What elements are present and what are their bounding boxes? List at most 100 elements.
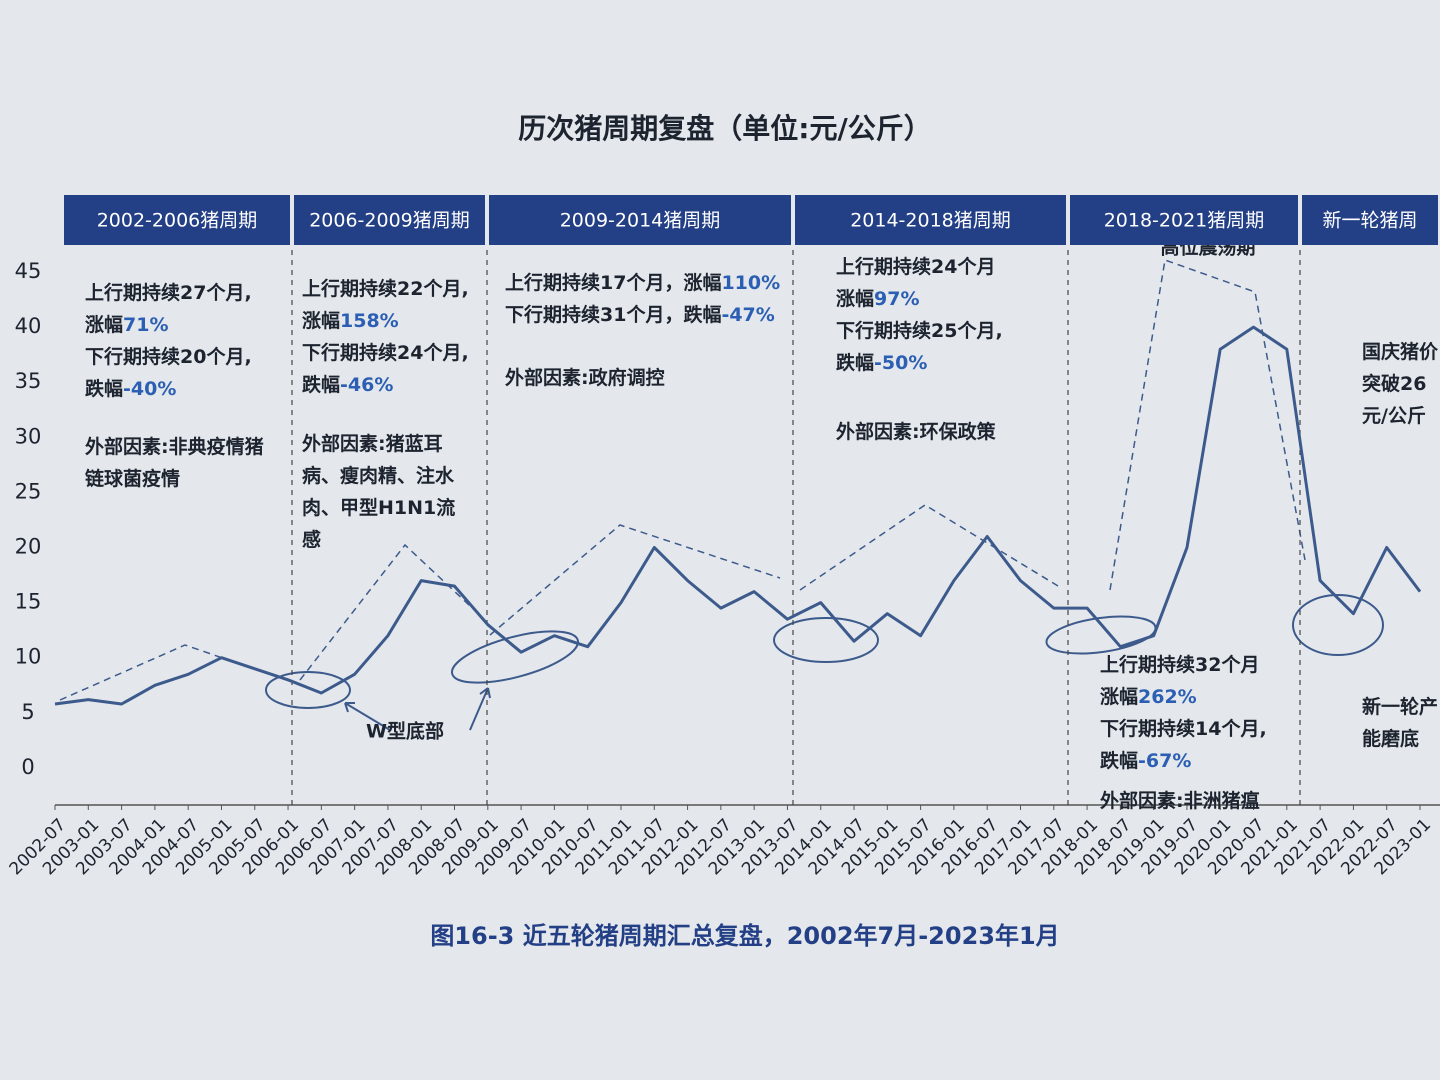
note-text: 涨幅 <box>836 287 874 310</box>
note-text: 涨幅 <box>1100 685 1138 708</box>
annotation: W型底部 <box>366 720 444 743</box>
bottom-ellipse <box>773 617 879 663</box>
period-note: 新一轮产 <box>1362 695 1438 718</box>
note-text: 外部因素:非典疫情猪 <box>85 435 264 458</box>
note-text: 外部因素:非洲猪瘟 <box>1100 789 1260 812</box>
note-text: 跌幅 <box>836 351 874 374</box>
period-header <box>489 195 791 245</box>
note-text: 下行期持续24个月, <box>302 341 469 364</box>
note-highlight: 71% <box>123 314 168 336</box>
note-text: 国庆猪价 <box>1362 340 1439 363</box>
note-text: 上行期持续32个月 <box>1100 653 1259 676</box>
period-header <box>795 195 1066 245</box>
y-tick-label: 30 <box>15 424 42 448</box>
period-note: 下行期持续24个月, <box>302 341 469 364</box>
note-highlight: -67% <box>1138 750 1191 772</box>
note-text: 下行期持续25个月, <box>836 319 1003 342</box>
note-text: 病、瘦肉精、注水 <box>302 464 455 487</box>
period-note: 跌幅-50% <box>836 351 927 374</box>
note-text: 下行期持续31个月，跌幅 <box>505 303 721 326</box>
period-note: 跌幅-67% <box>1100 749 1191 772</box>
y-tick-label: 35 <box>15 369 42 393</box>
note-text: 跌幅 <box>302 373 340 396</box>
note-highlight: 110% <box>721 272 780 294</box>
period-note: 涨幅262% <box>1100 685 1197 708</box>
period-note: 外部因素:猪蓝耳 <box>302 432 443 455</box>
note-text: 涨幅 <box>85 313 123 336</box>
y-tick-label: 20 <box>15 535 42 559</box>
period-note: 感 <box>302 528 321 551</box>
note-highlight: -47% <box>721 304 774 326</box>
period-header <box>294 195 485 245</box>
period-note: 能磨底 <box>1362 727 1419 750</box>
note-highlight: -50% <box>874 352 927 374</box>
note-text: 元/公斤 <box>1362 405 1426 427</box>
note-text: 上行期持续17个月，涨幅 <box>505 271 721 294</box>
arrow <box>344 687 491 731</box>
trend-lines <box>59 258 1306 701</box>
note-highlight: -46% <box>340 374 393 396</box>
period-header-label: 2009-2014猪周期 <box>560 210 721 232</box>
period-note: 下行期持续20个月, <box>85 345 252 368</box>
period-header <box>1302 195 1438 245</box>
period-header <box>1070 195 1298 245</box>
y-tick-label: 15 <box>15 590 42 614</box>
period-note: 元/公斤 <box>1362 405 1426 427</box>
period-header-label: 2006-2009猪周期 <box>309 210 470 232</box>
period-note: 链球菌疫情 <box>85 467 180 490</box>
note-text: 外部因素:环保政策 <box>836 420 997 443</box>
period-note: 外部因素:非洲猪瘟 <box>1100 789 1260 812</box>
period-note: 下行期持续14个月, <box>1100 717 1267 740</box>
period-note: 突破26 <box>1362 372 1426 395</box>
note-highlight: 158% <box>340 310 399 332</box>
period-note: 外部因素:环保政策 <box>836 420 997 443</box>
y-tick-label: 45 <box>15 259 42 283</box>
note-text: 上行期持续24个月 <box>836 255 995 278</box>
period-header-label: 新一轮猪周 <box>1322 210 1417 232</box>
bottom-ellipse <box>1292 594 1384 656</box>
period-note: 肉、甲型H1N1流 <box>302 496 455 519</box>
price-line <box>54 325 1422 706</box>
period-note: 病、瘦肉精、注水 <box>302 464 455 487</box>
period-note: 上行期持续17个月，涨幅110% <box>505 271 780 294</box>
note-text: 能磨底 <box>1362 727 1419 750</box>
note-text: 涨幅 <box>302 309 340 332</box>
note-text: 新一轮产 <box>1362 695 1438 718</box>
note-text: 跌幅 <box>85 377 123 400</box>
period-note: 外部因素:非典疫情猪 <box>85 435 264 458</box>
note-highlight: -40% <box>123 378 176 400</box>
period-note: 涨幅71% <box>85 313 169 336</box>
note-text: 下行期持续14个月, <box>1100 717 1267 740</box>
note-text: 链球菌疫情 <box>85 467 180 490</box>
y-tick-label: 10 <box>15 645 42 669</box>
period-note: 上行期持续22个月, <box>302 277 469 300</box>
period-header-label: 2018-2021猪周期 <box>1104 210 1265 232</box>
period-note: 下行期持续31个月，跌幅-47% <box>505 303 775 326</box>
note-text: 上行期持续27个月, <box>85 281 252 304</box>
note-text: 下行期持续20个月, <box>85 345 252 368</box>
period-note: 跌幅-46% <box>302 373 393 396</box>
period-header <box>64 195 290 245</box>
bottom-ellipse <box>265 671 351 709</box>
bottom-ellipse <box>451 630 579 684</box>
period-note: 跌幅-40% <box>85 377 176 400</box>
note-text: 感 <box>302 528 321 551</box>
period-note: 上行期持续24个月 <box>836 255 995 278</box>
period-note: 国庆猪价 <box>1362 340 1439 363</box>
note-highlight: 262% <box>1138 686 1197 708</box>
y-tick-label: 5 <box>21 700 34 724</box>
note-text: 外部因素:猪蓝耳 <box>302 432 443 455</box>
note-text: 肉、甲型H1N1流 <box>302 496 455 519</box>
y-tick-label: 0 <box>21 755 34 779</box>
note-text: 跌幅 <box>1100 749 1138 772</box>
period-header-label: 2014-2018猪周期 <box>850 210 1011 232</box>
period-note: 下行期持续25个月, <box>836 319 1003 342</box>
note-highlight: 97% <box>874 288 919 310</box>
period-note: 上行期持续27个月, <box>85 281 252 304</box>
chart-title: 历次猪周期复盘（单位:元/公斤） <box>518 112 931 145</box>
note-text: 外部因素:政府调控 <box>505 366 665 389</box>
period-note: 涨幅97% <box>836 287 920 310</box>
y-tick-label: 25 <box>15 479 42 503</box>
